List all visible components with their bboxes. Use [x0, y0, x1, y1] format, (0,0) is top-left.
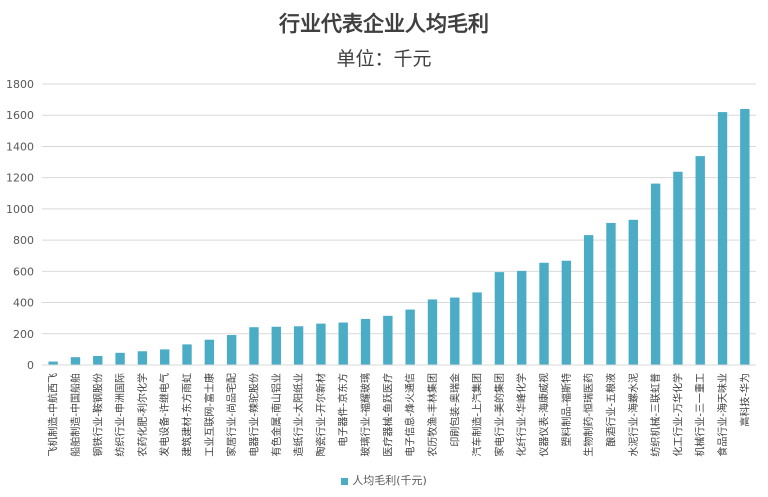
y-axis: 0 200 400 600 800 1000 1200 1400 1600 1800	[6, 78, 34, 372]
bar	[583, 235, 594, 365]
bar	[628, 219, 638, 365]
bar	[293, 326, 304, 365]
bar	[226, 335, 237, 365]
bar	[48, 361, 58, 365]
bar	[115, 352, 125, 365]
legend: 人均毛利(千元)	[0, 472, 768, 488]
x-tick-label: 家电行业-美的集团	[493, 373, 506, 457]
bars	[48, 108, 750, 365]
x-tick-label: 工业互联网-富士康	[203, 373, 216, 457]
bar	[405, 309, 415, 365]
x-tick-label: 机械行业-三一重工	[694, 373, 707, 457]
bar	[673, 171, 683, 365]
x-tick-label: 有色金属-南山铝业	[270, 373, 283, 457]
bar	[271, 326, 281, 365]
x-tick-label: 电子器件-京东方	[337, 373, 350, 447]
x-tick-label: 塑料制品-福斯特	[560, 373, 573, 447]
bar	[93, 355, 103, 365]
bar	[606, 222, 616, 365]
bar	[204, 339, 215, 365]
x-tick-label: 造纸行业-太阳纸业	[292, 373, 305, 457]
bar	[650, 183, 661, 365]
x-tick-label: 生物制药-恒瑞医药	[582, 373, 595, 457]
bar	[494, 272, 505, 365]
x-tick-label: 陶瓷行业-开尔新材	[314, 373, 327, 457]
bar	[517, 270, 527, 365]
x-tick-label: 汽车制造-上汽集团	[471, 373, 484, 457]
x-tick-label: 农历牧渔-丰林集团	[426, 373, 439, 457]
bar	[427, 299, 438, 365]
x-tick-label: 化纤行业-华峰化学	[515, 373, 528, 457]
bar	[450, 297, 460, 365]
bar	[472, 292, 482, 365]
x-tick-label: 电子信息-烽火通信	[404, 373, 417, 457]
bar	[360, 318, 371, 365]
y-tick-label: 1800	[6, 78, 34, 91]
x-tick-label: 印刷包装-奥瑞金	[448, 373, 461, 447]
chart-subtitle: 单位：千元	[336, 48, 432, 70]
bar	[561, 260, 572, 365]
x-tick-label: 钢铁行业-鞍钢股份	[91, 373, 104, 457]
bar	[717, 112, 728, 365]
x-tick-label: 化工行业-万华化学	[671, 373, 684, 457]
y-tick-label: 1600	[6, 109, 34, 122]
bar	[160, 349, 170, 365]
x-tick-label: 建筑建材-东方雨虹	[181, 373, 194, 457]
y-tick-label: 1400	[6, 140, 34, 153]
y-tick-label: 400	[13, 297, 34, 310]
x-tick-label: 船舶制造-中国船舶	[69, 373, 82, 457]
bar	[316, 323, 326, 365]
y-tick-label: 200	[13, 328, 34, 341]
y-tick-label: 800	[13, 234, 34, 247]
x-axis: 飞机制造-中航西飞 船舶制造-中国船舶 钢铁行业-鞍钢股份 纺织行业-申洲国际 农药化肥…	[47, 373, 752, 457]
x-tick-label: 发电设备-许继电气	[158, 373, 171, 457]
x-tick-label: 农药化肥-利尔化学	[136, 373, 149, 457]
y-tick-label: 0	[27, 359, 34, 372]
y-tick-label: 1200	[6, 172, 34, 185]
bar	[539, 262, 549, 365]
y-tick-label: 600	[13, 265, 34, 278]
gridlines	[42, 83, 756, 335]
legend-swatch	[341, 477, 349, 485]
x-tick-label: 高科技-华为	[738, 373, 751, 427]
x-tick-label: 医疗器械-鱼跃医疗	[381, 373, 394, 457]
chart-title: 行业代表企业人均毛利	[279, 12, 489, 36]
x-tick-label: 纺织行业-申洲国际	[114, 373, 127, 457]
bar	[740, 108, 750, 365]
x-tick-label: 食品行业-海天味业	[716, 373, 729, 457]
x-tick-label: 玻璃行业-福耀玻璃	[359, 373, 372, 457]
x-tick-label: 飞机制造-中航西飞	[47, 373, 60, 457]
x-tick-label: 酿酒行业-五粮液	[604, 373, 617, 447]
bar	[182, 344, 192, 365]
bar	[383, 315, 393, 365]
x-tick-label: 纺织机械-三联虹普	[649, 373, 662, 457]
legend-label: 人均毛利(千元)	[352, 474, 427, 487]
bar-chart: 0 200 400 600 800 1000 1200 1400 1600 1800 飞机制造-中…	[6, 78, 756, 457]
bar	[137, 351, 148, 365]
bar	[70, 357, 81, 365]
bar	[695, 156, 705, 365]
x-tick-label: 家居行业-尚品宅配	[225, 373, 238, 457]
x-tick-label: 仪器仪表-海康威视	[538, 373, 551, 457]
x-tick-label: 电器行业-辣驼股份	[247, 373, 260, 457]
bar	[249, 327, 259, 365]
bar	[338, 322, 348, 365]
y-tick-label: 1000	[6, 203, 34, 216]
x-tick-label: 水泥行业-海螺水泥	[627, 373, 640, 457]
